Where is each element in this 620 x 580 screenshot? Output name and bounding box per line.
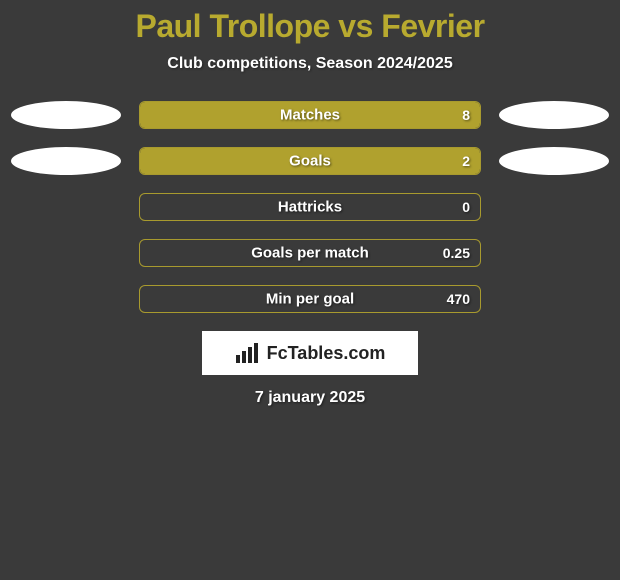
- stats-rows: Matches 8 Goals 2 Hattricks 0 Goals per match 0…: [0, 101, 620, 313]
- avatar-slot-left: [11, 193, 121, 221]
- stat-row: Goals per match 0.25: [0, 239, 620, 267]
- player-avatar-left: [11, 101, 121, 129]
- avatar-slot-left: [11, 239, 121, 267]
- subtitle: Club competitions, Season 2024/2025: [0, 55, 620, 73]
- stat-value: 0: [462, 199, 470, 215]
- player-avatar-left: [11, 147, 121, 175]
- avatar-slot-right: [499, 101, 609, 129]
- stat-row: Matches 8: [0, 101, 620, 129]
- date-label: 7 january 2025: [0, 389, 620, 407]
- stat-bar: Min per goal 470: [139, 285, 481, 313]
- player-avatar-right: [499, 147, 609, 175]
- brand-badge: FcTables.com: [202, 331, 418, 375]
- avatar-slot-right: [499, 147, 609, 175]
- stat-value: 8: [462, 107, 470, 123]
- avatar-slot-right: [499, 239, 609, 267]
- avatar-slot-right: [499, 193, 609, 221]
- stat-row: Min per goal 470: [0, 285, 620, 313]
- avatar-slot-left: [11, 101, 121, 129]
- stat-row: Hattricks 0: [0, 193, 620, 221]
- stat-value: 470: [447, 291, 470, 307]
- stat-bar: Goals per match 0.25: [139, 239, 481, 267]
- avatar-slot-right: [499, 285, 609, 313]
- stat-bar: Goals 2: [139, 147, 481, 175]
- stat-label: Goals per match: [251, 245, 369, 262]
- stat-label: Goals: [289, 153, 331, 170]
- stat-label: Min per goal: [266, 291, 354, 308]
- brand-label: FcTables.com: [267, 343, 386, 364]
- stat-bar: Matches 8: [139, 101, 481, 129]
- avatar-slot-left: [11, 147, 121, 175]
- page-title: Paul Trollope vs Fevrier: [0, 8, 620, 45]
- player-avatar-right: [499, 101, 609, 129]
- stat-row: Goals 2: [0, 147, 620, 175]
- bars-icon: [235, 343, 261, 363]
- stat-label: Hattricks: [278, 199, 342, 216]
- stat-label: Matches: [280, 107, 340, 124]
- stat-value: 2: [462, 153, 470, 169]
- stat-bar: Hattricks 0: [139, 193, 481, 221]
- avatar-slot-left: [11, 285, 121, 313]
- stat-value: 0.25: [443, 245, 470, 261]
